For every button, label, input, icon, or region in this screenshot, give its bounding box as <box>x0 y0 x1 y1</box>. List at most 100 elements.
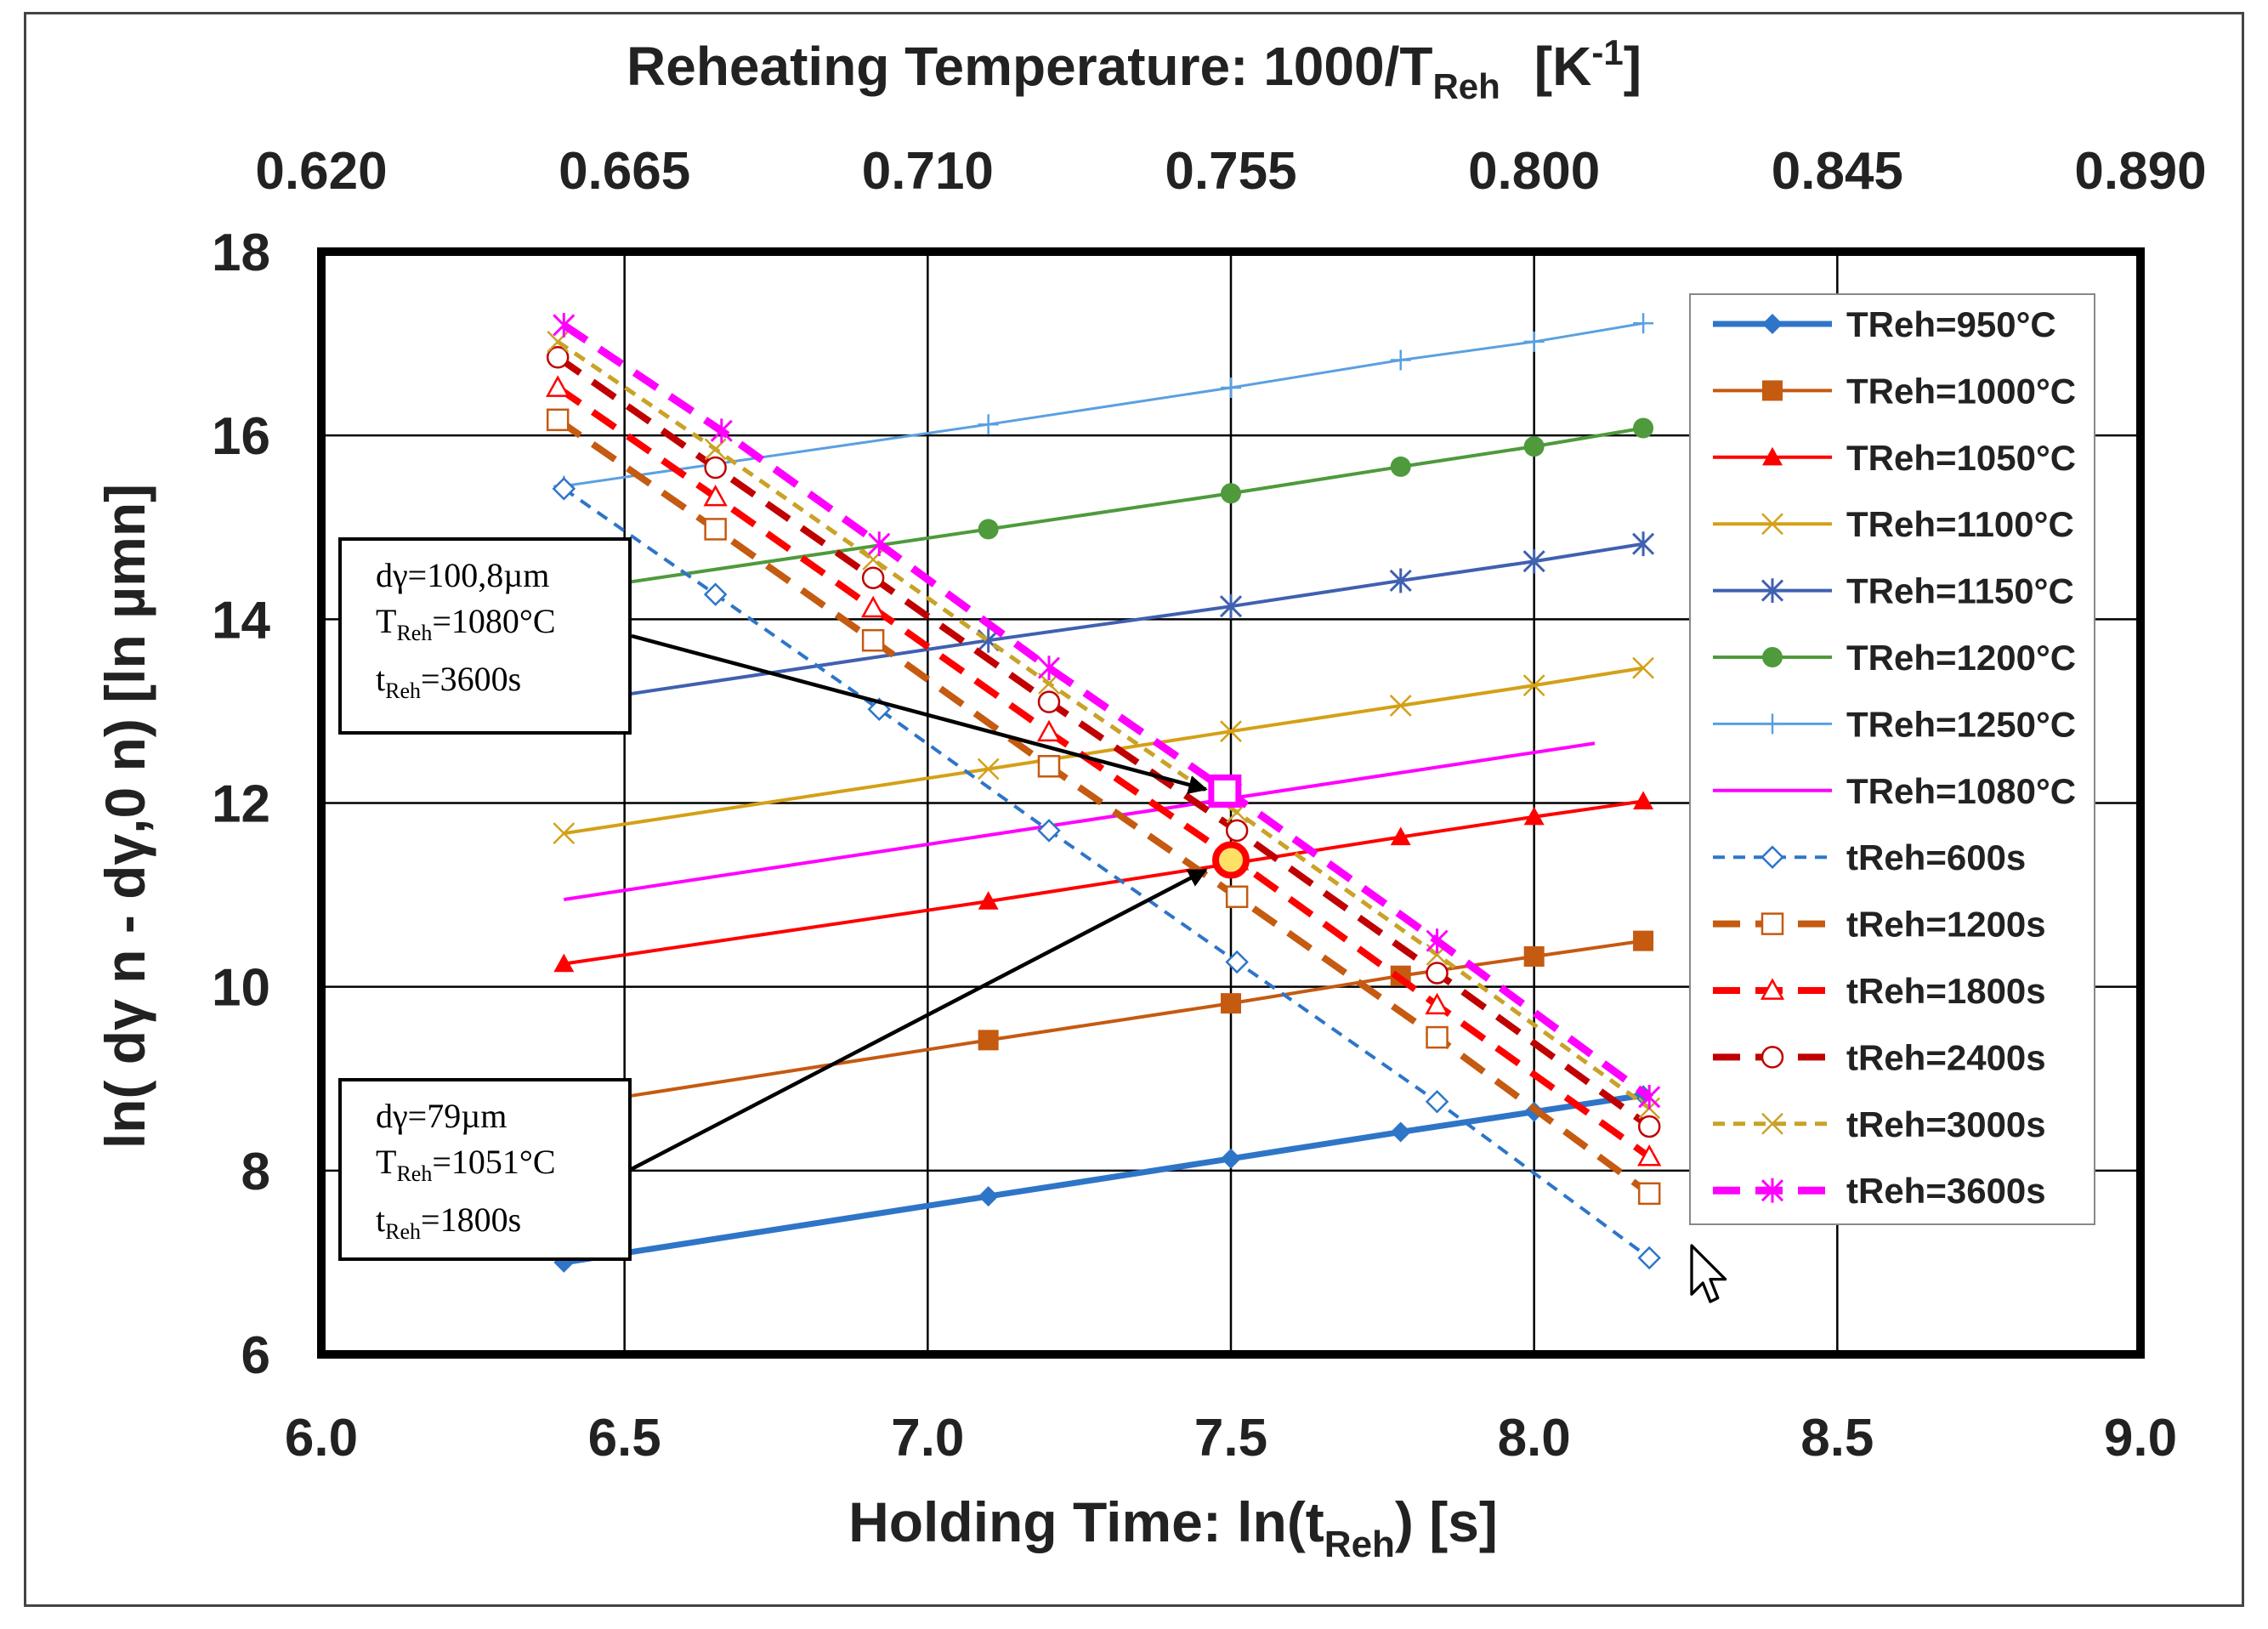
x-tick-label: 9.0 <box>2104 1409 2177 1467</box>
legend-label: TReh=1050°C <box>1846 438 2076 478</box>
legend-marker <box>1761 578 1784 603</box>
legend-item: TReh=1200°C <box>1713 638 2076 678</box>
series-line <box>564 426 1644 593</box>
highlight-layer <box>1208 774 1250 879</box>
data-point <box>1637 1115 1661 1138</box>
data-point <box>1221 993 1241 1014</box>
data-point <box>1036 719 1062 742</box>
series-tReh=2400s <box>546 346 1661 1138</box>
series-TReh=1200°C <box>553 417 1654 602</box>
data-point <box>868 531 891 557</box>
legend-label: TReh=1100°C <box>1846 504 2074 544</box>
data-point <box>546 375 570 397</box>
series-TReh=1080°C <box>564 741 1596 901</box>
data-point <box>1221 483 1241 504</box>
legend-marker <box>1762 446 1783 466</box>
data-point <box>978 519 999 540</box>
data-point <box>703 582 728 606</box>
legend-box <box>1689 293 2095 1225</box>
legend-item: tReh=3000s <box>1713 1104 2046 1144</box>
top-tick-label: 0.845 <box>1772 142 1903 201</box>
x-tick-label: 6.5 <box>588 1409 661 1467</box>
data-point <box>1638 1084 1661 1110</box>
data-point <box>1633 417 1654 439</box>
y-tick-label: 8 <box>241 1143 270 1201</box>
data-point <box>977 758 1000 780</box>
legend-item: tReh=3600s <box>1713 1171 2046 1211</box>
y-tick-label: 16 <box>212 407 270 466</box>
top-axis-title: Reheating Temperature: 1000/TReh [K-1] <box>627 32 1641 106</box>
annotation-box-100-8um: dγ=100,8µm TReh=1080°C tReh=3600s <box>338 537 632 735</box>
top-tick-label: 0.800 <box>1468 142 1600 201</box>
data-point <box>546 408 570 432</box>
annotation-box-79um: dγ=79µm TReh=1051°C tReh=1800s <box>338 1078 632 1261</box>
data-point <box>1522 548 1545 574</box>
data-point <box>1225 950 1249 974</box>
legend-label: TReh=1250°C <box>1846 704 2076 744</box>
data-point <box>1426 1025 1449 1049</box>
legend-marker <box>1762 647 1783 667</box>
legend-marker <box>1761 845 1784 869</box>
data-point <box>704 456 727 480</box>
y-tick-label: 18 <box>212 224 270 282</box>
data-point <box>710 418 733 444</box>
series-line <box>564 321 1644 488</box>
data-point <box>1523 945 1545 967</box>
series-line <box>563 1092 1644 1266</box>
data-point <box>546 346 570 369</box>
legend: TReh=950°C TReh=1000°C TReh=1050°C TReh=110… <box>1689 293 2095 1225</box>
legend-label: tReh=3000s <box>1846 1104 2046 1144</box>
legend-label: tReh=600s <box>1846 837 2026 877</box>
figure-frame <box>24 12 2244 1607</box>
data-point <box>1037 755 1061 778</box>
series-TReh=1100°C <box>553 656 1654 845</box>
top-tick-label: 0.755 <box>1165 142 1296 201</box>
legend-label: tReh=2400s <box>1846 1037 2046 1077</box>
legend-marker <box>1762 380 1783 401</box>
series-tReh=600s <box>552 477 1661 1270</box>
data-point <box>978 1186 999 1207</box>
data-point <box>1389 695 1412 717</box>
data-point <box>1390 826 1411 846</box>
series-TReh=1000°C <box>553 930 1654 1117</box>
legend-marker <box>1760 978 1785 1000</box>
legend-marker <box>1761 912 1784 935</box>
legend-label: TReh=1080°C <box>1846 771 2076 811</box>
arrow-ann1 <box>631 633 1208 794</box>
series-TReh=950°C <box>553 1085 1654 1273</box>
data-point <box>1633 313 1654 334</box>
series-TReh=1250°C <box>553 313 1654 497</box>
legend-marker <box>1761 1046 1784 1069</box>
legend-item: tReh=2400s <box>1713 1037 2046 1077</box>
legend-item: TReh=950°C <box>1713 304 2056 344</box>
y-tick-label: 6 <box>241 1326 270 1385</box>
series-layer <box>546 313 1662 1273</box>
data-point <box>978 414 999 435</box>
data-point <box>1632 656 1654 679</box>
annotation-line-diameter: dγ=79µm <box>376 1097 507 1135</box>
data-point <box>861 595 886 618</box>
data-point <box>1523 806 1545 826</box>
series-tReh=3600s <box>553 313 1661 1110</box>
data-point <box>1637 1246 1661 1270</box>
point-100-8um <box>1208 774 1242 808</box>
legend-item: tReh=1200s <box>1713 905 2046 945</box>
data-point <box>978 1030 999 1051</box>
annotation-arrows <box>630 633 1208 1171</box>
point-79um <box>1212 841 1250 879</box>
legend-item: tReh=600s <box>1713 837 2026 877</box>
data-point <box>1637 1182 1661 1206</box>
y-axis-title: ln( dγ n - dγ,0 n) [ln µmn] <box>94 484 156 1149</box>
series-tReh=1200s <box>546 408 1661 1206</box>
data-point <box>1632 531 1655 557</box>
top-tick-label: 0.710 <box>862 142 994 201</box>
x-axis-title: Holding Time: ln(tReh) [s] <box>848 1490 1498 1565</box>
data-point <box>1426 962 1449 985</box>
arrow-ann2 <box>630 868 1208 1171</box>
x-tick-label: 8.0 <box>1498 1409 1571 1467</box>
x-tick-label: 7.5 <box>1194 1409 1267 1467</box>
legend-label: tReh=3600s <box>1846 1171 2046 1211</box>
data-point <box>1390 349 1411 371</box>
plot-border <box>317 247 2145 1359</box>
